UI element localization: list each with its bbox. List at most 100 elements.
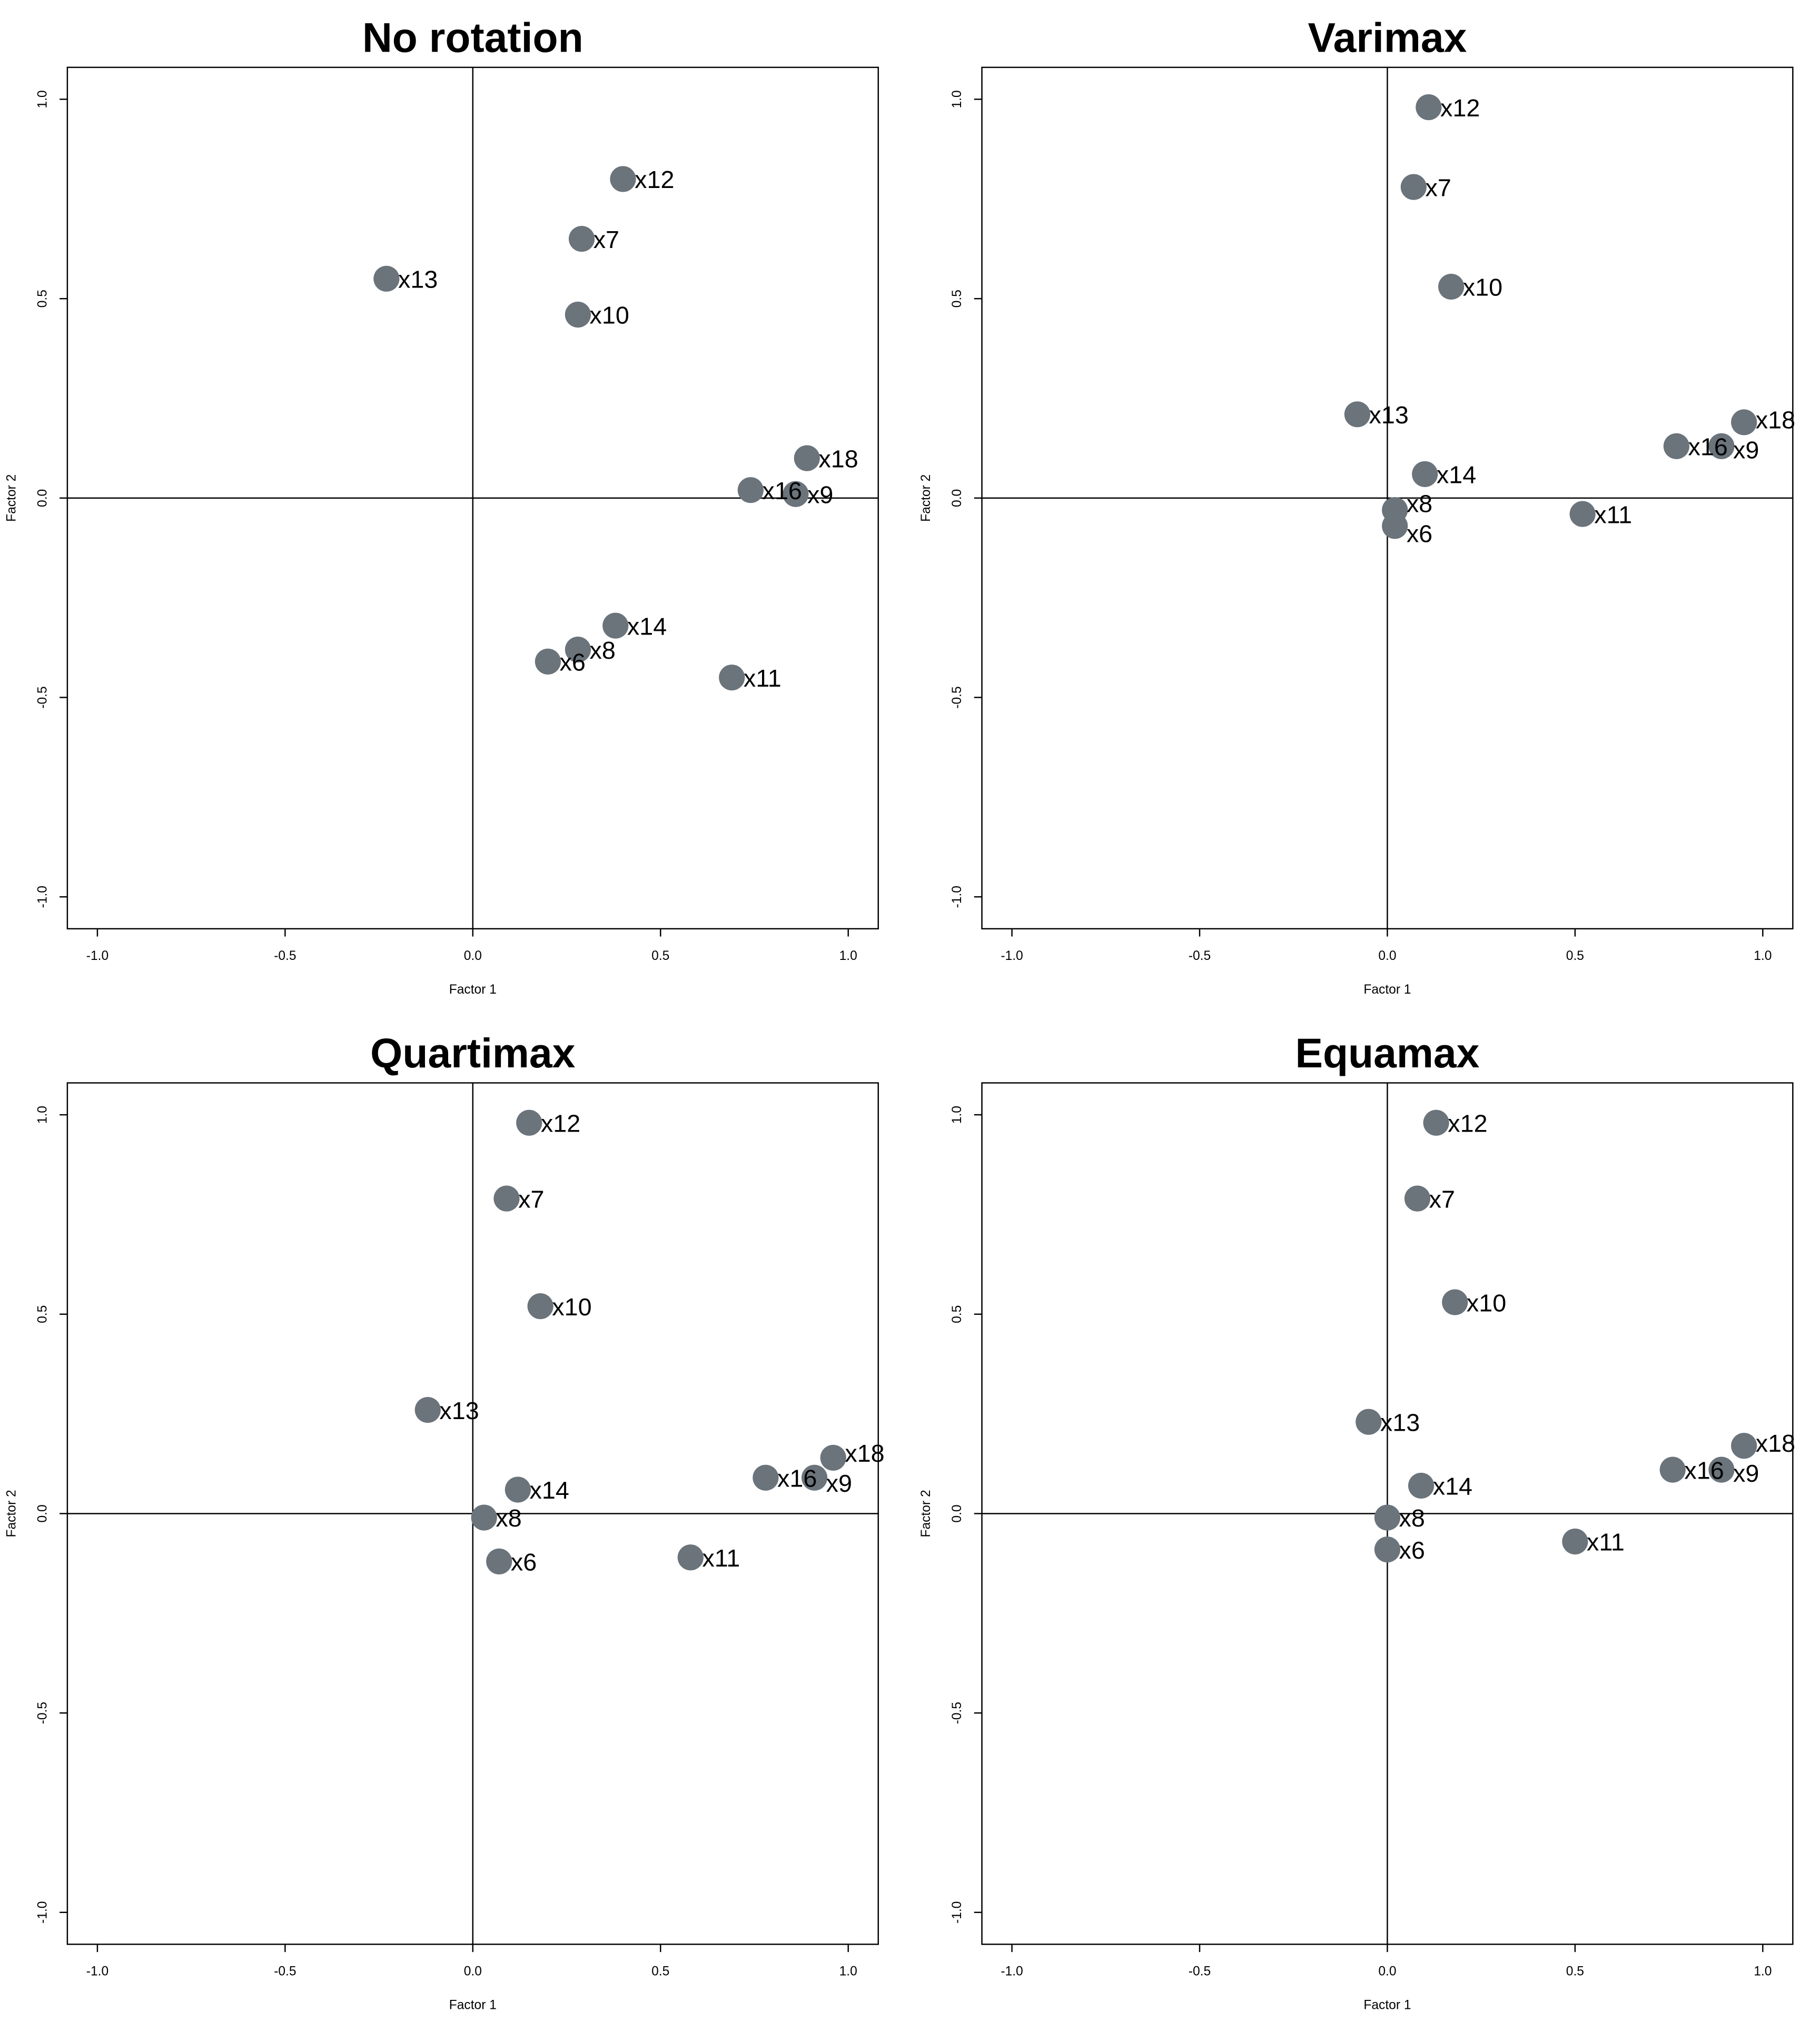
y-axis-label: Factor 2: [919, 1490, 933, 1537]
x-tick-label: 1.0: [1754, 949, 1772, 963]
y-tick-label: 0.5: [950, 1305, 964, 1323]
y-axis-label: Factor 2: [5, 474, 19, 522]
y-tick-label: 0.0: [950, 489, 964, 507]
data-label-x6: x6: [560, 649, 586, 676]
data-label-x12: x12: [541, 1109, 580, 1137]
data-point-x7: [568, 225, 595, 252]
data-point-x6: [1382, 513, 1408, 539]
data-label-x8: x8: [590, 637, 616, 664]
panel-varimax: Varimax -1.0 -0.5 0.0 0.5 1.0 -1.0 -0.5 0.0 0.5 1.…: [919, 14, 1795, 996]
data-point-x18: [820, 1444, 846, 1471]
data-point-x13: [414, 1396, 441, 1423]
data-label-x12: x12: [1440, 94, 1480, 122]
y-tick-label: -0.5: [36, 686, 50, 708]
data-point-x12: [610, 166, 636, 192]
data-point-x8: [565, 637, 591, 663]
data-point-x18: [1731, 409, 1757, 435]
data-point-x16: [753, 1464, 779, 1491]
x-tick-label: 0.5: [651, 1964, 669, 1978]
x-tick-label: -0.5: [274, 949, 296, 963]
data-label-x13: x13: [1369, 401, 1409, 429]
x-tick-label: -0.5: [1189, 949, 1211, 963]
data-point-x10: [1438, 273, 1465, 300]
data-point-x12: [1423, 1109, 1449, 1136]
data-point-x9: [783, 481, 809, 507]
data-label-x18: x18: [818, 445, 858, 472]
x-tick-label: -1.0: [86, 949, 108, 963]
data-label-x16: x16: [1688, 433, 1727, 461]
data-label-x16: x16: [777, 1465, 817, 1492]
data-label-x6: x6: [511, 1549, 537, 1576]
y-tick-label: 0.0: [36, 489, 50, 507]
data-label-x11: x11: [1587, 1529, 1625, 1556]
data-label-x13: x13: [439, 1397, 479, 1424]
data-label-x14: x14: [1433, 1473, 1472, 1500]
data-label-x8: x8: [1399, 1504, 1425, 1532]
x-tick-label: -0.5: [1189, 1964, 1211, 1978]
data-label-x9: x9: [1733, 436, 1759, 463]
data-label-x18: x18: [1756, 406, 1795, 433]
data-label-x12: x12: [1448, 1109, 1487, 1137]
panel-quartimax: Quartimax -1.0 -0.5 0.0 0.5 1.0 -1.0 -0.5 0.0 0.5…: [5, 1030, 885, 2012]
x-tick-label: 0.0: [1378, 949, 1396, 963]
data-label-x10: x10: [1467, 1289, 1506, 1316]
data-point-x6: [535, 648, 561, 675]
y-tick-label: -0.5: [36, 1702, 50, 1724]
data-point-x11: [1562, 1528, 1588, 1555]
data-point-x13: [373, 265, 400, 292]
data-label-x14: x14: [530, 1476, 569, 1504]
data-point-x16: [737, 477, 764, 503]
panel-no-rotation: No rotation -1.0 -0.5 0.0 0.5 1.0 -1.0 -0.5 0.0 0…: [5, 14, 879, 997]
y-tick-label: -1.0: [36, 1901, 50, 1924]
data-label-x16: x16: [762, 477, 802, 504]
chart-title: Quartimax: [370, 1030, 576, 1076]
data-point-x13: [1356, 1409, 1382, 1435]
data-label-x18: x18: [1756, 1430, 1795, 1457]
data-label-x9: x9: [826, 1470, 852, 1497]
x-axis-label: Factor 1: [449, 1998, 497, 2012]
y-tick-label: -0.5: [950, 686, 964, 708]
chart-title: No rotation: [362, 14, 583, 61]
x-axis-label: Factor 1: [1363, 983, 1411, 997]
y-tick-label: -1.0: [950, 1901, 964, 1924]
data-point-x7: [1400, 174, 1427, 200]
data-label-x13: x13: [398, 266, 438, 293]
y-tick-label: 0.0: [950, 1504, 964, 1522]
data-point-x14: [1412, 461, 1438, 488]
data-label-x12: x12: [635, 166, 674, 193]
data-point-x16: [1659, 1456, 1686, 1483]
data-point-x6: [1374, 1537, 1401, 1563]
data-label-x7: x7: [518, 1185, 544, 1213]
chart-title: Varimax: [1308, 14, 1467, 61]
chart-title: Equamax: [1295, 1030, 1479, 1076]
x-tick-label: -0.5: [274, 1964, 296, 1978]
data-label-x8: x8: [496, 1504, 521, 1532]
data-point-x12: [516, 1109, 542, 1136]
x-tick-label: 0.0: [464, 1964, 482, 1978]
x-axis-label: Factor 1: [1363, 1998, 1411, 2012]
data-label-x7: x7: [1429, 1185, 1455, 1213]
y-axis-label: Factor 2: [919, 474, 933, 522]
data-point-x6: [486, 1548, 512, 1574]
y-tick-label: 0.5: [950, 290, 964, 308]
x-tick-label: 1.0: [839, 1964, 857, 1978]
y-tick-label: 1.0: [36, 90, 50, 108]
data-label-x6: x6: [1407, 520, 1432, 547]
data-label-x9: x9: [807, 481, 833, 508]
data-label-x11: x11: [744, 665, 782, 692]
data-label-x14: x14: [1437, 461, 1476, 489]
data-label-x6: x6: [1399, 1537, 1425, 1564]
y-tick-label: -0.5: [950, 1702, 964, 1724]
data-point-x11: [719, 665, 745, 691]
x-tick-label: 1.0: [1754, 1964, 1772, 1978]
y-tick-label: 0.5: [36, 1305, 50, 1323]
data-point-x9: [801, 1464, 828, 1491]
data-point-x14: [602, 612, 629, 639]
data-point-x11: [677, 1544, 704, 1571]
x-tick-label: 1.0: [839, 949, 857, 963]
data-point-x10: [1442, 1289, 1468, 1315]
data-point-x10: [565, 301, 591, 328]
data-point-x18: [1731, 1433, 1757, 1459]
data-label-x10: x10: [1463, 274, 1502, 301]
